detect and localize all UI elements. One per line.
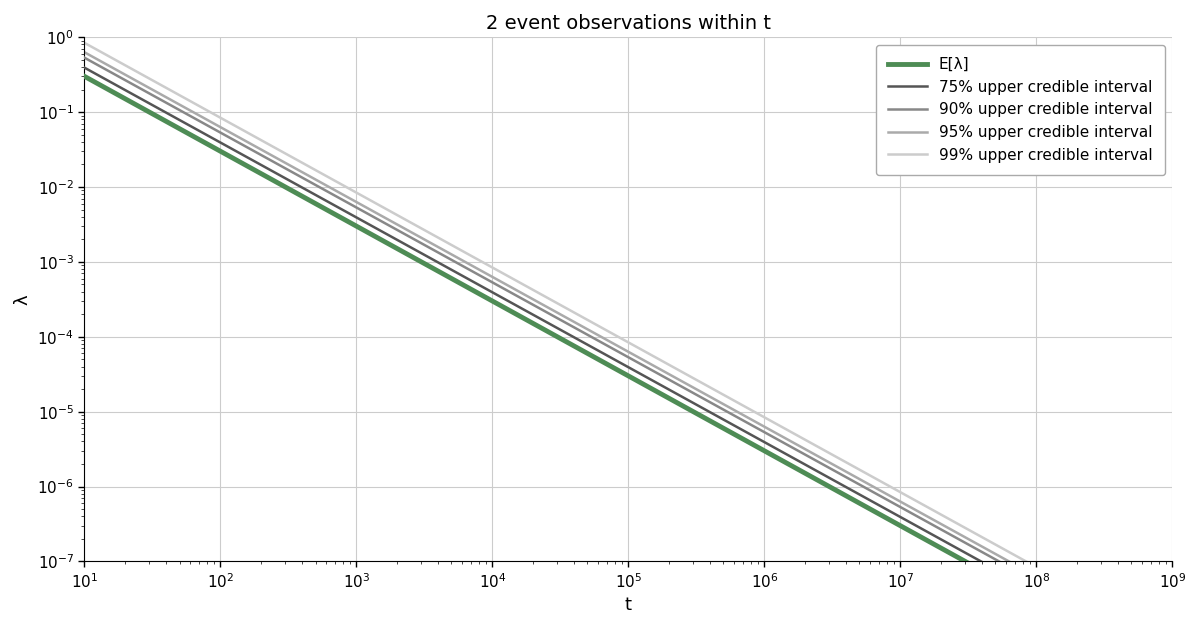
E[λ] — [77, 73, 91, 80]
90% upper credible interval — [666, 378, 680, 386]
90% upper credible interval — [968, 545, 983, 553]
E[λ] — [666, 397, 680, 404]
E[λ] — [594, 357, 608, 365]
75% upper credible interval — [725, 421, 739, 428]
Line: 99% upper credible interval: 99% upper credible interval — [84, 43, 1172, 628]
99% upper credible interval — [600, 327, 614, 335]
99% upper credible interval — [666, 363, 680, 371]
95% upper credible interval — [968, 539, 983, 547]
95% upper credible interval — [77, 48, 91, 56]
75% upper credible interval — [594, 349, 608, 356]
99% upper credible interval — [968, 530, 983, 538]
75% upper credible interval — [600, 352, 614, 360]
75% upper credible interval — [666, 388, 680, 396]
99% upper credible interval — [725, 396, 739, 403]
Y-axis label: λ: λ — [14, 294, 32, 305]
Line: 90% upper credible interval: 90% upper credible interval — [84, 58, 1172, 628]
99% upper credible interval — [1139, 624, 1153, 628]
90% upper credible interval — [725, 411, 739, 418]
95% upper credible interval — [600, 337, 614, 344]
X-axis label: t: t — [625, 596, 632, 614]
90% upper credible interval — [77, 54, 91, 62]
E[λ] — [600, 360, 614, 368]
99% upper credible interval — [594, 323, 608, 331]
Line: 75% upper credible interval: 75% upper credible interval — [84, 68, 1172, 628]
90% upper credible interval — [600, 342, 614, 350]
95% upper credible interval — [725, 405, 739, 413]
99% upper credible interval — [77, 39, 91, 46]
95% upper credible interval — [666, 372, 680, 380]
Line: E[λ]: E[λ] — [84, 77, 1172, 628]
95% upper credible interval — [594, 333, 608, 340]
90% upper credible interval — [594, 338, 608, 346]
E[λ] — [968, 564, 983, 571]
75% upper credible interval — [968, 555, 983, 563]
Line: 95% upper credible interval: 95% upper credible interval — [84, 52, 1172, 628]
Title: 2 event observations within t: 2 event observations within t — [486, 14, 770, 33]
Legend: E[λ], 75% upper credible interval, 90% upper credible interval, 95% upper credib: E[λ], 75% upper credible interval, 90% u… — [876, 45, 1165, 175]
E[λ] — [725, 429, 739, 436]
75% upper credible interval — [77, 64, 91, 72]
